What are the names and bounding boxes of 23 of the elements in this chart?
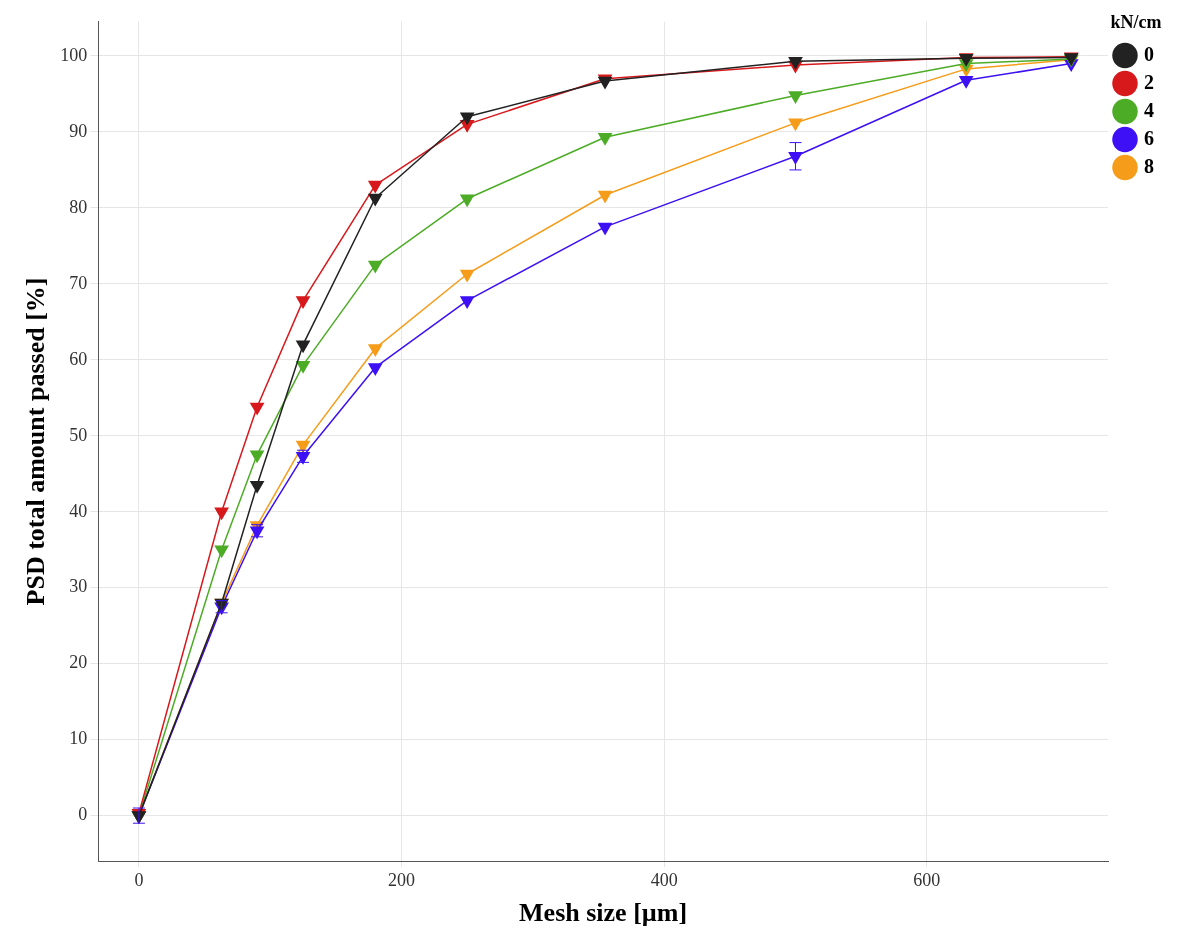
- y-tick-label: 90: [69, 120, 88, 141]
- y-axis-title: PSD total amount passed [%]: [21, 277, 51, 606]
- x-tick-label: 0: [134, 869, 144, 890]
- y-tick-label: 20: [69, 652, 88, 673]
- x-axis-title: Mesh size [µm]: [519, 898, 688, 928]
- y-tick-label: 50: [69, 424, 88, 445]
- x-tick-label: 200: [388, 869, 416, 890]
- y-tick-label: 80: [69, 196, 88, 217]
- y-tick-label: 60: [69, 348, 88, 369]
- legend-title: kN/cm: [1110, 11, 1162, 32]
- y-tick-label: 40: [69, 500, 88, 521]
- legend-label: 8: [1144, 154, 1154, 177]
- legend-label: 6: [1144, 126, 1154, 149]
- legend-label: 0: [1144, 42, 1154, 65]
- legend-label: 2: [1144, 70, 1154, 93]
- y-tick-label: 10: [69, 728, 88, 749]
- y-tick-label: 0: [78, 804, 88, 825]
- x-tick-label: 400: [650, 869, 678, 890]
- x-tick-label: 600: [913, 869, 941, 890]
- y-tick-label: 70: [69, 272, 88, 293]
- y-tick-label: 30: [69, 576, 88, 597]
- y-tick-label: 100: [60, 44, 88, 65]
- legend-label: 4: [1144, 98, 1154, 121]
